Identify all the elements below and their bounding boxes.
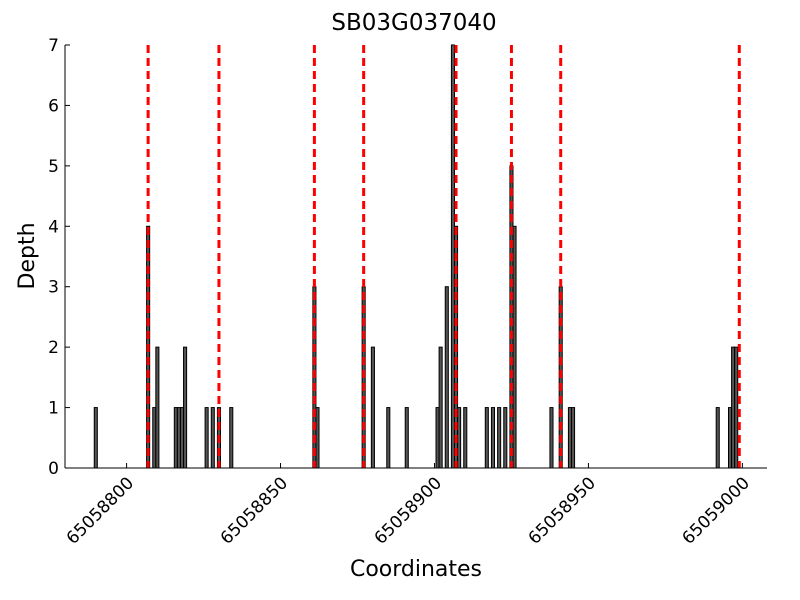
bar [715,407,720,469]
y-tick-label: 4 [48,217,59,237]
bar [503,407,508,469]
y-tick-label: 0 [48,459,59,479]
bar [497,407,502,469]
bar [490,407,496,469]
y-tick-label: 1 [48,399,59,419]
bar [549,407,554,469]
bar [512,225,517,469]
x-axis-label: Coordinates [350,557,482,582]
bar [370,346,375,469]
x-tick-label: 65059000 [679,473,754,548]
y-tick-label: 3 [48,278,59,298]
y-tick-label: 7 [48,36,59,56]
bar [570,407,576,469]
bar [404,407,409,469]
bar [93,407,98,469]
x-tick-label: 65058850 [217,473,292,548]
bar [155,346,160,469]
bar [229,407,234,469]
bar [444,286,449,469]
bar [315,407,320,469]
bar [463,407,468,469]
bar [734,346,739,469]
bar [204,407,209,469]
bar [484,407,489,469]
x-tick-label: 65058800 [63,473,138,548]
y-tick-label: 6 [48,96,59,116]
y-tick-label: 5 [48,157,59,177]
bar [457,407,462,469]
bar [438,346,443,469]
bar [386,407,391,469]
y-axis-label: Depth [15,222,40,289]
chart-title: SB03G037040 [331,10,496,36]
x-tick-label: 65058900 [371,473,446,548]
bar [183,346,188,469]
x-tick-label: 65058950 [525,473,600,548]
y-tick-label: 2 [48,338,59,358]
bar [210,407,215,469]
